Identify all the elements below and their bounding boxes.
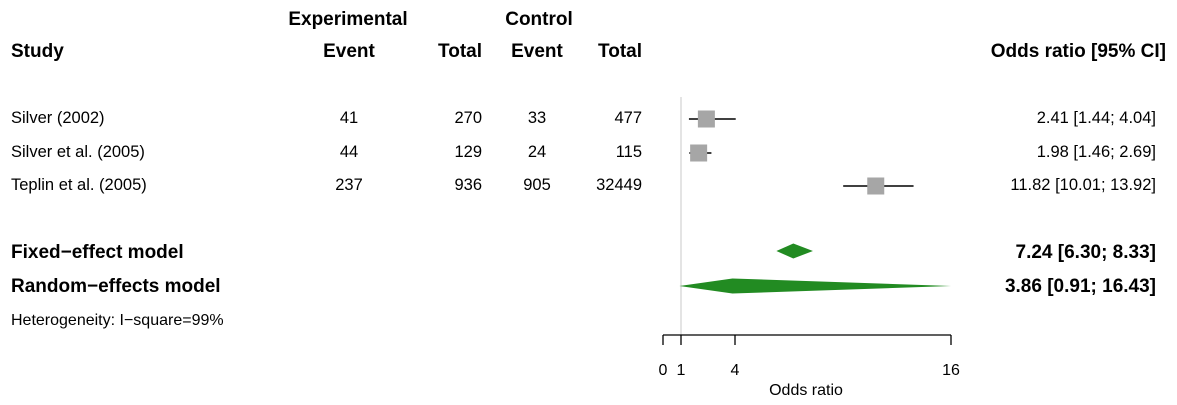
x-tick-label: 1 [677,362,686,379]
model-name-random: Random−effects model [11,276,221,297]
x-tick-label: 4 [731,362,740,379]
study-name: Silver et al. (2005) [11,143,145,161]
x-tick-label: 16 [942,362,960,379]
heterogeneity-text: Heterogeneity: I−square=99% [11,312,224,329]
study-event-exp: 44 [339,143,359,161]
study-total-exp: 270 [454,109,482,127]
study-event-exp: 237 [335,176,363,194]
study-effect-label: 2.41 [1.44; 4.04] [1036,109,1156,127]
study-square [690,144,708,162]
study-event-exp: 41 [339,109,359,127]
study-name: Silver (2002) [11,109,105,127]
study-effect-label: 11.82 [10.01; 13.92] [1010,176,1156,194]
model-effect-label-fixed: 7.24 [6.30; 8.33] [1015,242,1156,263]
study-name: Teplin et al. (2005) [11,176,147,194]
header-total-ctrl: Total [598,41,642,62]
model-effect-label-random: 3.86 [0.91; 16.43] [1004,276,1156,297]
x-tick-label: 0 [659,362,668,379]
header-effect: Odds ratio [95% CI] [990,41,1166,62]
header-event-exp: Event [323,41,375,62]
study-total-ctrl: 477 [614,109,642,127]
study-event-ctrl: 24 [527,143,547,161]
study-total-ctrl: 32449 [596,176,642,194]
x-axis-label: Odds ratio [769,382,843,399]
model-diamond [679,278,951,294]
study-square [697,110,715,128]
header-event-ctrl: Event [511,41,563,62]
header-control: Control [505,9,573,30]
study-total-exp: 936 [454,176,482,194]
study-total-ctrl: 115 [615,143,642,161]
header-experimental: Experimental [288,9,408,30]
header-total-exp: Total [438,41,482,62]
study-event-ctrl: 905 [523,176,551,194]
header-study: Study [11,41,64,62]
study-total-exp: 129 [454,143,482,161]
study-square [867,177,885,195]
study-event-ctrl: 33 [527,109,547,127]
model-name-fixed: Fixed−effect model [11,242,184,263]
study-effect-label: 1.98 [1.46; 2.69] [1036,143,1156,161]
model-diamond [776,243,813,259]
